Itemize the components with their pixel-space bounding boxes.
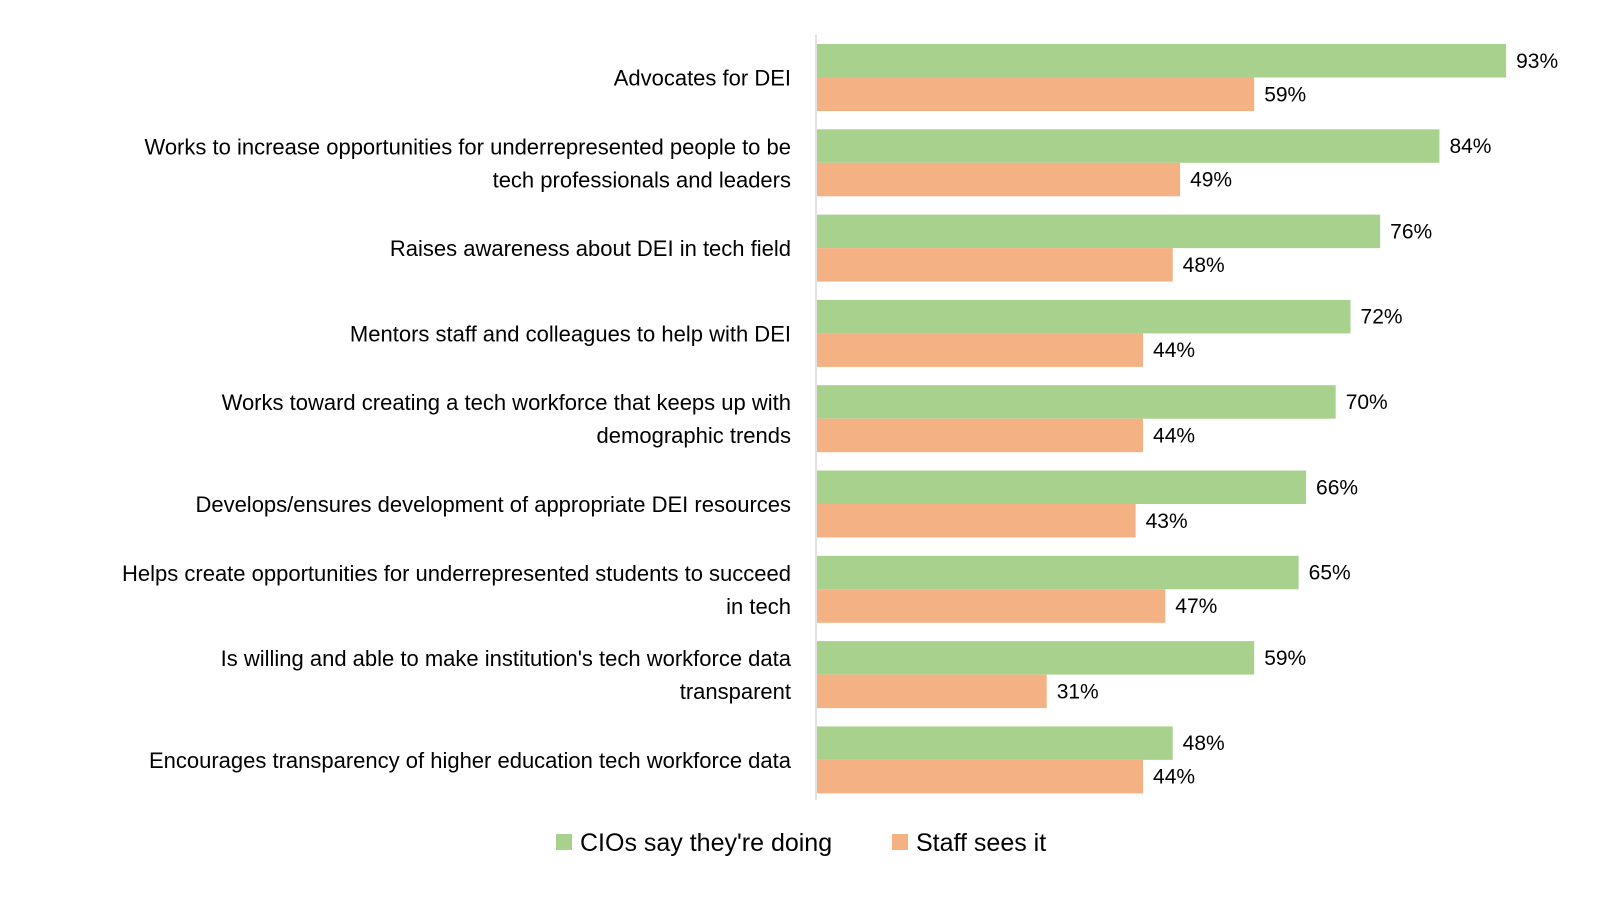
category-label-6: Helps create opportunities for underrepr… [122, 561, 791, 619]
cio-bar-6 [817, 555, 1299, 590]
legend-swatch-1 [892, 834, 908, 850]
staff-value-label-8: 44% [1153, 766, 1195, 789]
category-label-line: Raises awareness about DEI in tech field [390, 236, 791, 261]
staff-value-label-6: 47% [1175, 595, 1217, 618]
staff-bar-3 [817, 333, 1144, 367]
staff-value-label-7: 31% [1057, 680, 1099, 703]
cio-value-label-1: 84% [1449, 135, 1491, 158]
category-label-line: Mentors staff and colleagues to help wit… [350, 321, 791, 346]
cio-bar-8 [817, 726, 1173, 760]
cio-value-label-2: 76% [1390, 220, 1432, 243]
category-label-8: Encourages transparency of higher educat… [149, 748, 792, 773]
staff-value-label-1: 49% [1190, 169, 1232, 192]
cio-bar-3 [817, 299, 1351, 334]
cio-bar-7 [817, 641, 1255, 675]
cio-value-label-4: 70% [1346, 391, 1388, 414]
staff-bar-6 [817, 589, 1166, 623]
category-label-4: Works toward creating a tech workforce t… [222, 390, 791, 448]
staff-value-label-4: 44% [1153, 424, 1195, 447]
category-label-5: Develops/ensures development of appropri… [195, 492, 791, 517]
category-label-line: Advocates for DEI [614, 66, 791, 91]
category-label-line: Helps create opportunities for underrepr… [122, 561, 791, 586]
cio-bar-1 [817, 129, 1440, 163]
cio-value-label-8: 48% [1183, 732, 1225, 755]
staff-value-label-2: 48% [1183, 254, 1225, 277]
category-label-7: Is willing and able to make institution'… [221, 646, 792, 704]
bars-layer: 93% 59% 84% 49% 76% 48% 72% 44% 70% 44% 66% 43% 65% 4… [817, 44, 1558, 794]
staff-bar-2 [817, 248, 1173, 282]
category-label-2: Raises awareness about DEI in tech field [390, 236, 791, 261]
staff-value-label-0: 59% [1264, 83, 1306, 106]
category-labels: Advocates for DEI Works to increase oppor… [122, 66, 792, 773]
cio-bar-5 [817, 470, 1307, 504]
staff-bar-8 [817, 759, 1144, 794]
category-label-line: transparent [680, 679, 791, 704]
category-label-1: Works to increase opportunities for unde… [144, 134, 791, 192]
staff-bar-7 [817, 674, 1047, 709]
category-label-line: demographic trends [597, 423, 791, 448]
staff-bar-4 [817, 418, 1144, 453]
category-label-line: Works toward creating a tech workforce t… [222, 390, 791, 415]
category-label-line: tech professionals and leaders [493, 167, 791, 192]
legend-label-1: Staff sees it [916, 829, 1046, 857]
category-label-3: Mentors staff and colleagues to help wit… [350, 321, 791, 346]
category-label-line: Encourages transparency of higher educat… [149, 748, 792, 773]
legend-label-0: CIOs say they're doing [580, 829, 832, 857]
category-label-line: Works to increase opportunities for unde… [144, 134, 791, 159]
cio-value-label-6: 65% [1309, 562, 1351, 585]
staff-bar-0 [817, 77, 1255, 111]
staff-value-label-3: 44% [1153, 339, 1195, 362]
staff-bar-1 [817, 162, 1181, 197]
cio-bar-4 [817, 385, 1336, 419]
cio-value-label-7: 59% [1264, 647, 1306, 670]
cio-bar-0 [817, 44, 1507, 78]
cio-value-label-5: 66% [1316, 476, 1358, 499]
staff-value-label-5: 43% [1146, 510, 1188, 533]
staff-bar-5 [817, 504, 1136, 538]
legend: CIOs say they're doing Staff sees it [556, 829, 1046, 857]
cio-value-label-3: 72% [1361, 306, 1403, 329]
category-label-line: Develops/ensures development of appropri… [195, 492, 791, 517]
legend-swatch-0 [556, 834, 572, 850]
category-label-line: Is willing and able to make institution'… [221, 646, 792, 671]
cio-value-label-0: 93% [1516, 50, 1558, 73]
category-label-line: in tech [726, 594, 791, 619]
category-label-0: Advocates for DEI [614, 66, 791, 91]
cio-bar-2 [817, 214, 1381, 249]
